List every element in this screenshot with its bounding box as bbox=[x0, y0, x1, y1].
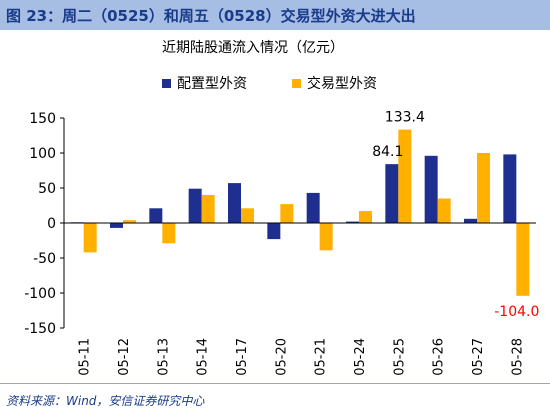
bar-allocation-05-27 bbox=[464, 218, 477, 223]
y-tick-label: 50 bbox=[38, 181, 56, 197]
bar-allocation-05-20 bbox=[267, 223, 281, 240]
figure-footer: 资料来源：Wind，安信证券研究中心 bbox=[0, 383, 550, 416]
bar-allocation-05-25 bbox=[385, 164, 399, 223]
y-tick-label: 100 bbox=[29, 146, 56, 162]
x-tick-label: 05-21 bbox=[314, 338, 329, 376]
bar-trading-05-20 bbox=[280, 204, 294, 223]
bar-trading-05-25 bbox=[398, 129, 412, 223]
bar-trading-05-28 bbox=[516, 223, 530, 296]
x-tick-label: 05-25 bbox=[392, 338, 407, 376]
legend-label-2: 交易型外资 bbox=[307, 75, 377, 92]
legend-swatch-2 bbox=[292, 79, 301, 88]
x-tick-label: 05-24 bbox=[353, 338, 368, 376]
bar-allocation-05-13 bbox=[149, 208, 163, 223]
legend-swatch-1 bbox=[162, 79, 171, 88]
x-tick-label: 05-12 bbox=[117, 338, 132, 376]
bar-allocation-05-24 bbox=[346, 221, 359, 223]
bar-trading-05-14 bbox=[201, 195, 215, 223]
bar-trading-05-24 bbox=[359, 211, 372, 223]
bar-trading-05-12 bbox=[123, 220, 136, 223]
legend-label-1: 配置型外资 bbox=[177, 76, 247, 92]
bar-trading-05-13 bbox=[162, 223, 176, 244]
bar-trading-05-11 bbox=[83, 223, 97, 253]
bar-trading-05-27 bbox=[477, 153, 490, 223]
data-label: -104.0 bbox=[494, 304, 539, 320]
x-tick-label: 05-20 bbox=[274, 338, 289, 376]
bar-allocation-05-21 bbox=[306, 192, 320, 223]
bar-trading-05-17 bbox=[241, 208, 254, 223]
bar-allocation-05-28 bbox=[503, 154, 517, 223]
data-label: 84.1 bbox=[372, 144, 403, 160]
y-tick-label: -150 bbox=[24, 321, 56, 337]
bar-chart: 近期陆股通流入情况（亿元） 配置型外资 交易型外资 -150 -100 -50 0 50 100… bbox=[24, 40, 539, 376]
x-tick-label: 05-27 bbox=[471, 338, 486, 376]
bar-allocation-05-26 bbox=[424, 155, 438, 223]
chart-title: 近期陆股通流入情况（亿元） bbox=[162, 40, 344, 56]
data-label: 133.4 bbox=[385, 110, 425, 126]
bar-allocation-05-12 bbox=[110, 223, 123, 228]
figure-header: 图 23：周二（0525）和周五（0528）交易型外资大进大出 bbox=[0, 0, 550, 30]
x-tick-label: 05-14 bbox=[196, 338, 211, 376]
y-tick-label: 0 bbox=[47, 216, 56, 232]
x-tick-label: 05-26 bbox=[432, 338, 447, 376]
source-note: 资料来源：Wind，安信证券研究中心 bbox=[6, 393, 205, 408]
bar-allocation-05-14 bbox=[188, 188, 202, 223]
x-tick-label: 05-13 bbox=[156, 338, 171, 376]
bar-trading-05-26 bbox=[437, 198, 451, 223]
y-tick-label: 150 bbox=[29, 111, 56, 127]
figure-title: 图 23：周二（0525）和周五（0528）交易型外资大进大出 bbox=[6, 6, 416, 25]
bar-trading-05-21 bbox=[319, 223, 333, 251]
y-tick-label: -50 bbox=[33, 251, 56, 267]
x-tick-label: 05-11 bbox=[78, 338, 93, 376]
bar-allocation-05-17 bbox=[228, 183, 241, 223]
x-tick-label: 05-17 bbox=[235, 338, 250, 376]
x-tick-label: 05-28 bbox=[510, 338, 525, 376]
y-tick-label: -100 bbox=[24, 286, 56, 302]
